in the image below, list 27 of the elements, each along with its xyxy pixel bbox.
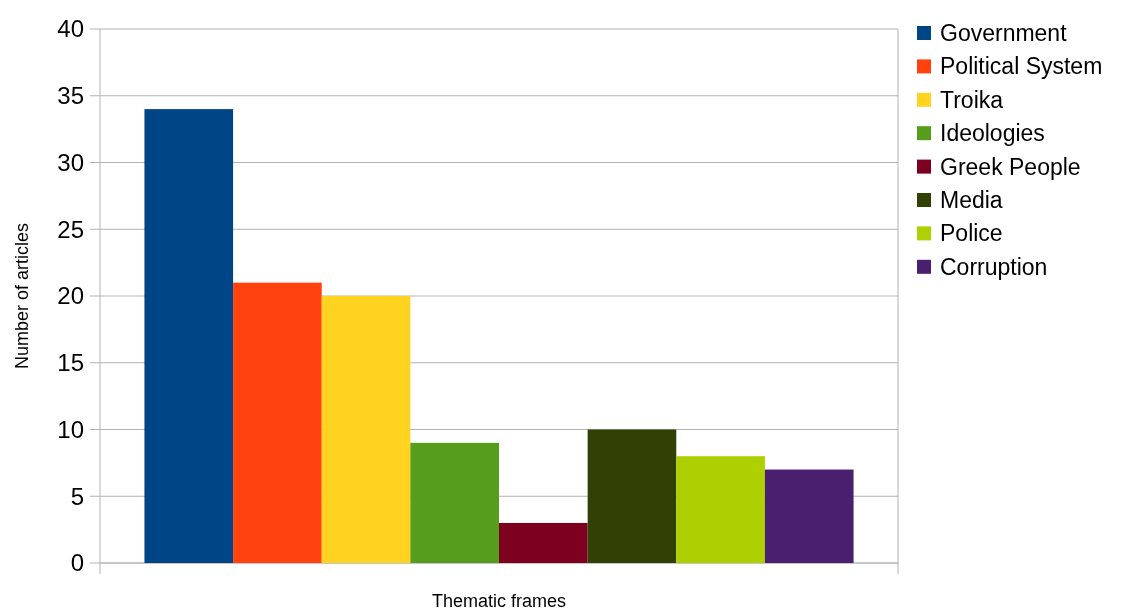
legend-label: Corruption: [940, 253, 1048, 280]
bar: [676, 456, 765, 563]
y-tick-label: 30: [57, 148, 84, 176]
y-axis-title: Number of articles: [12, 222, 32, 370]
y-tick-label: 10: [57, 415, 84, 443]
bar: [587, 429, 677, 563]
legend-label: Ideologies: [940, 120, 1045, 147]
bar: [321, 296, 411, 563]
legend-label: Greek People: [940, 153, 1081, 180]
legend-label: Media: [940, 187, 1003, 214]
bar: [233, 282, 322, 563]
y-tick-label: 40: [57, 15, 84, 43]
y-tick-label: 25: [57, 215, 84, 243]
y-tick-label: 0: [70, 549, 84, 577]
bar: [499, 522, 588, 563]
x-axis-title: Thematic frames: [431, 591, 567, 610]
legend-label: Political System: [940, 53, 1103, 80]
y-tick-label: 15: [57, 349, 84, 377]
bar: [410, 442, 499, 563]
y-tick-label: 35: [57, 82, 84, 110]
legend-label: Troika: [940, 86, 1004, 113]
y-tick-label: 5: [70, 482, 84, 510]
y-tick-label: 20: [57, 282, 84, 310]
legend-label: Government: [940, 20, 1068, 47]
bar: [764, 469, 854, 563]
bar: [144, 109, 234, 563]
legend-label: Police: [940, 220, 1003, 247]
